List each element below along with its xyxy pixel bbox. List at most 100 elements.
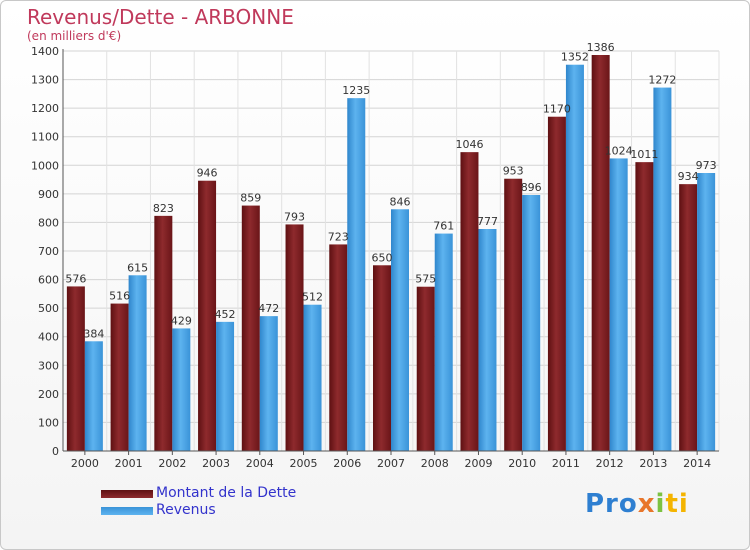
y-tick-label: 0 <box>52 445 59 458</box>
x-tick-label: 2006 <box>333 457 361 470</box>
bar-debt <box>241 205 260 451</box>
bar-revenue <box>172 328 191 451</box>
data-label-revenue: 615 <box>127 261 148 274</box>
bar-revenue <box>697 173 716 451</box>
bar-debt <box>110 303 129 451</box>
bar-revenue <box>609 158 628 451</box>
bar-debt <box>547 116 566 451</box>
data-label-revenue: 846 <box>390 195 411 208</box>
y-tick-label: 300 <box>38 359 59 372</box>
data-label-debt: 1046 <box>455 138 483 151</box>
data-label-revenue: 452 <box>215 308 236 321</box>
data-label-debt: 650 <box>372 251 393 264</box>
data-label-revenue: 512 <box>302 291 323 304</box>
bar-debt <box>198 180 217 451</box>
y-tick-label: 700 <box>38 245 59 258</box>
data-label-debt: 1170 <box>543 103 571 116</box>
bar-revenue <box>259 316 278 451</box>
data-label-debt: 793 <box>284 210 305 223</box>
bar-revenue <box>391 209 409 451</box>
data-label-debt: 575 <box>415 273 436 286</box>
chart-title: Revenus/Dette - ARBONNE <box>27 5 294 29</box>
bar-revenue <box>434 233 453 451</box>
y-tick-label: 200 <box>38 388 59 401</box>
data-label-debt: 516 <box>109 290 130 303</box>
proxiti-logo: Proxiti <box>585 489 689 519</box>
data-label-revenue: 384 <box>83 327 104 340</box>
x-tick-label: 2012 <box>596 457 624 470</box>
legend-swatch-revenue <box>101 507 153 515</box>
x-tick-label: 2011 <box>552 457 580 470</box>
x-tick-label: 2009 <box>464 457 492 470</box>
labels-layer: 576 384 516 615 823 429 946 452 859 472 793 512 723 1… <box>65 41 716 340</box>
y-tick-label: 800 <box>38 216 59 229</box>
x-tick-label: 2002 <box>158 457 186 470</box>
x-tick-label: 2000 <box>71 457 99 470</box>
data-label-debt: 1011 <box>630 148 658 161</box>
axis-layer: 0 100 200 300 400 500 600 700 800 900 1000 1100 1200… <box>31 45 719 470</box>
y-tick-label: 1300 <box>31 74 59 87</box>
x-tick-label: 2003 <box>202 457 230 470</box>
bar-debt <box>460 152 479 451</box>
bar-revenue <box>347 98 366 452</box>
chart-subtitle: (en milliers d'€) <box>27 29 122 43</box>
data-label-revenue: 472 <box>258 302 279 315</box>
y-tick-label: 500 <box>38 302 59 315</box>
bar-debt <box>635 162 654 451</box>
x-tick-label: 2013 <box>639 457 667 470</box>
x-tick-label: 2014 <box>683 457 711 470</box>
data-label-debt: 953 <box>503 165 524 178</box>
bar-revenue <box>84 341 103 451</box>
data-label-revenue: 761 <box>433 220 454 233</box>
data-label-revenue: 1272 <box>648 74 676 87</box>
data-label-revenue: 429 <box>171 314 192 327</box>
bar-revenue <box>216 321 235 451</box>
y-tick-label: 600 <box>38 274 59 287</box>
bar-debt <box>416 286 435 451</box>
data-label-revenue: 1024 <box>605 144 633 157</box>
data-label-revenue: 973 <box>696 159 717 172</box>
y-tick-label: 900 <box>38 188 59 201</box>
bar-debt <box>66 286 85 451</box>
bar-revenue <box>653 87 672 452</box>
data-label-revenue: 896 <box>521 181 542 194</box>
x-tick-label: 2005 <box>290 457 318 470</box>
legend-label-revenue: Revenus <box>156 502 216 518</box>
bar-debt <box>154 215 173 451</box>
bar-revenue <box>478 229 497 451</box>
data-label-revenue: 1235 <box>342 84 370 97</box>
bar-debt <box>285 224 304 451</box>
x-tick-label: 2004 <box>246 457 274 470</box>
y-tick-label: 1200 <box>31 102 59 115</box>
data-label-debt: 946 <box>197 167 218 180</box>
legend-swatch-debt <box>101 490 153 498</box>
y-tick-label: 1400 <box>31 45 59 58</box>
bar-revenue <box>128 275 147 451</box>
x-tick-label: 2008 <box>421 457 449 470</box>
y-tick-label: 1100 <box>31 131 59 144</box>
data-label-revenue: 777 <box>477 215 498 228</box>
bar-debt <box>679 184 698 451</box>
bar-debt <box>373 265 391 451</box>
data-label-debt: 723 <box>328 230 349 243</box>
x-tick-label: 2007 <box>377 457 405 470</box>
y-tick-label: 100 <box>38 416 59 429</box>
data-label-revenue: 1352 <box>561 51 589 64</box>
bar-debt <box>591 55 610 451</box>
bars-layer <box>66 55 716 452</box>
x-tick-label: 2010 <box>508 457 536 470</box>
bar-debt <box>329 244 348 451</box>
data-label-debt: 1386 <box>587 41 615 54</box>
data-label-debt: 576 <box>65 272 86 285</box>
y-tick-label: 400 <box>38 331 59 344</box>
legend-label-debt: Montant de la Dette <box>156 485 297 501</box>
bar-revenue <box>565 64 584 451</box>
data-label-debt: 823 <box>153 202 174 215</box>
x-tick-label: 2001 <box>115 457 143 470</box>
bar-debt <box>504 178 523 451</box>
bar-revenue <box>522 195 541 451</box>
bar-revenue <box>303 304 322 451</box>
data-label-debt: 934 <box>678 170 699 183</box>
